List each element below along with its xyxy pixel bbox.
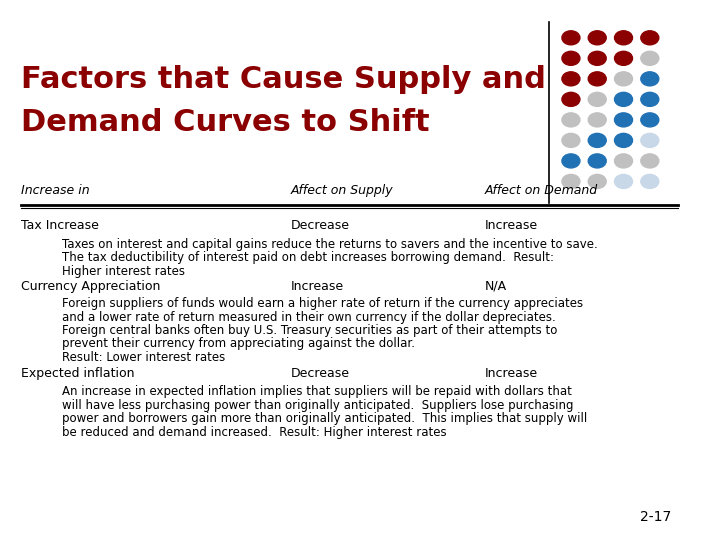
Circle shape [562, 174, 580, 188]
Text: Currency Appreciation: Currency Appreciation [21, 280, 160, 293]
Circle shape [641, 31, 659, 45]
Text: Tax Increase: Tax Increase [21, 219, 99, 232]
Circle shape [588, 31, 606, 45]
Circle shape [588, 72, 606, 86]
Circle shape [615, 92, 632, 106]
Circle shape [615, 174, 632, 188]
Text: The tax deductibility of interest paid on debt increases borrowing demand.  Resu: The tax deductibility of interest paid o… [63, 251, 554, 264]
Circle shape [588, 51, 606, 65]
Text: Affect on Supply: Affect on Supply [291, 184, 393, 197]
Text: Foreign central banks often buy U.S. Treasury securities as part of their attemp: Foreign central banks often buy U.S. Tre… [63, 324, 558, 337]
Circle shape [641, 113, 659, 127]
Text: Increase: Increase [485, 219, 538, 232]
Text: and a lower rate of return measured in their own currency if the dollar deprecia: and a lower rate of return measured in t… [63, 310, 556, 323]
Text: Factors that Cause Supply and: Factors that Cause Supply and [21, 65, 546, 94]
Text: be reduced and demand increased.  Result: Higher interest rates: be reduced and demand increased. Result:… [63, 426, 447, 438]
Circle shape [588, 133, 606, 147]
Text: Expected inflation: Expected inflation [21, 367, 134, 380]
Circle shape [641, 154, 659, 168]
Circle shape [588, 92, 606, 106]
Text: Foreign suppliers of funds would earn a higher rate of return if the currency ap: Foreign suppliers of funds would earn a … [63, 297, 583, 310]
Text: prevent their currency from appreciating against the dollar.: prevent their currency from appreciating… [63, 338, 415, 350]
Circle shape [641, 51, 659, 65]
Circle shape [562, 72, 580, 86]
Circle shape [615, 51, 632, 65]
Circle shape [641, 133, 659, 147]
Circle shape [641, 92, 659, 106]
Circle shape [562, 92, 580, 106]
Text: An increase in expected inflation implies that suppliers will be repaid with dol: An increase in expected inflation implie… [63, 385, 572, 398]
Text: 2-17: 2-17 [640, 510, 671, 524]
Circle shape [562, 154, 580, 168]
Circle shape [588, 174, 606, 188]
Text: Decrease: Decrease [291, 219, 350, 232]
Circle shape [615, 72, 632, 86]
Circle shape [588, 154, 606, 168]
Text: Demand Curves to Shift: Demand Curves to Shift [21, 108, 429, 137]
Circle shape [615, 31, 632, 45]
Circle shape [615, 133, 632, 147]
Text: N/A: N/A [485, 280, 507, 293]
Circle shape [641, 174, 659, 188]
Circle shape [562, 113, 580, 127]
Circle shape [615, 113, 632, 127]
Circle shape [562, 133, 580, 147]
Circle shape [641, 72, 659, 86]
Circle shape [562, 31, 580, 45]
Text: Result: Lower interest rates: Result: Lower interest rates [63, 351, 225, 364]
Text: Increase: Increase [485, 367, 538, 380]
Circle shape [588, 113, 606, 127]
Text: Increase in: Increase in [21, 184, 89, 197]
Text: Decrease: Decrease [291, 367, 350, 380]
Text: Affect on Demand: Affect on Demand [485, 184, 598, 197]
Text: Higher interest rates: Higher interest rates [63, 265, 185, 278]
Text: Increase: Increase [291, 280, 343, 293]
Text: Taxes on interest and capital gains reduce the returns to savers and the incenti: Taxes on interest and capital gains redu… [63, 238, 598, 251]
Circle shape [562, 51, 580, 65]
Text: will have less purchasing power than originally anticipated.  Suppliers lose pur: will have less purchasing power than ori… [63, 399, 574, 411]
Circle shape [615, 154, 632, 168]
Text: power and borrowers gain more than originally anticipated.  This implies that su: power and borrowers gain more than origi… [63, 412, 588, 425]
